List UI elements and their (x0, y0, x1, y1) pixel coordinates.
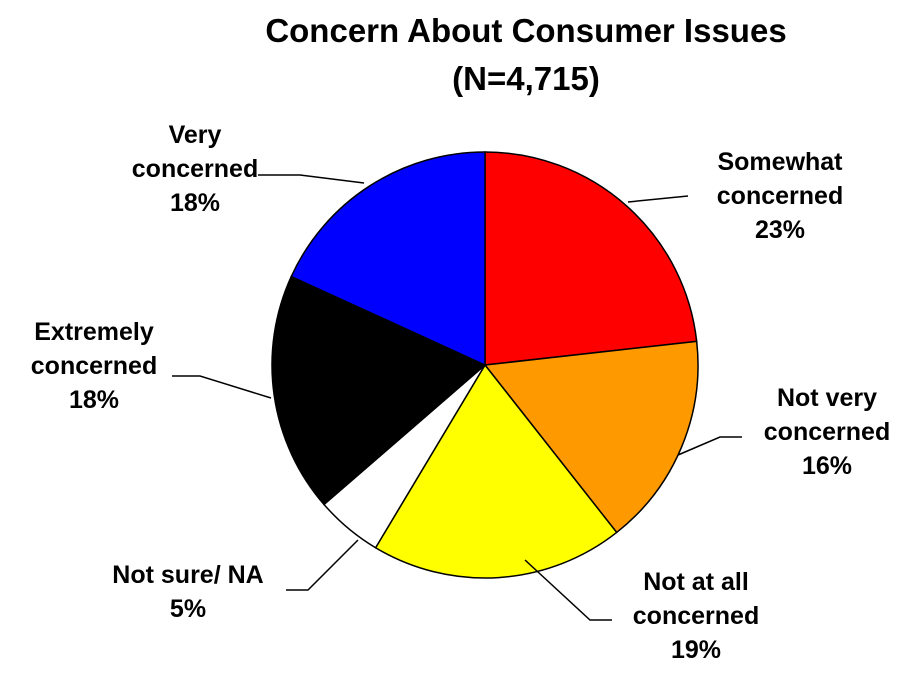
slice-label-not-sure: Not sure/ NA 5% (112, 561, 263, 623)
slice-name-line-extremely: Extremely (34, 318, 154, 346)
leader-line-not-sure (286, 539, 359, 591)
leader-lines (172, 174, 742, 621)
slice-value-not-very: 16% (802, 452, 852, 480)
slice-value-extremely: 18% (69, 386, 119, 414)
pie-slice-not-very (483, 340, 699, 534)
slice-label-very: Very concerned 18% (132, 121, 258, 217)
leader-line-very (258, 174, 365, 184)
leader-line-not-at-all (524, 559, 612, 621)
chart-title: Concern About Consumer Issues (265, 12, 786, 49)
slice-value-very: 18% (170, 189, 220, 217)
slice-value-not-sure: 5% (170, 595, 206, 623)
slice-label-not-very: Not very concerned 16% (764, 384, 890, 480)
leader-line-extremely (172, 375, 272, 399)
slice-name-line-not-at-all: Not at all (643, 568, 749, 596)
slice-name-line-not-very: concerned (764, 418, 890, 446)
slice-label-extremely: Extremely concerned 18% (31, 318, 157, 414)
leader-line-somewhat (627, 195, 689, 203)
slice-name-line-somewhat: Somewhat (717, 148, 843, 176)
slice-name-line-very: concerned (132, 155, 258, 183)
chart-subtitle: (N=4,715) (452, 60, 600, 97)
slice-name-line-not-sure: Not sure/ NA (112, 561, 263, 589)
pie-slice-extremely (271, 275, 487, 506)
leader-line-not-very (677, 436, 742, 456)
pie-slices (271, 151, 699, 579)
pie-slice-not-at-all (374, 363, 618, 579)
slice-name-line-not-very: Not very (777, 384, 877, 412)
pie-slice-somewhat (484, 151, 698, 366)
slice-name-line-not-at-all: concerned (633, 602, 759, 630)
slice-value-not-at-all: 19% (671, 636, 721, 664)
slice-name-line-very: Very (169, 121, 222, 149)
slice-labels: Somewhat concerned 23% Not very concerned 16%… (31, 121, 890, 664)
slice-name-line-extremely: concerned (31, 352, 157, 380)
slice-value-somewhat: 23% (755, 216, 805, 244)
slice-label-not-at-all: Not at all concerned 19% (633, 568, 759, 664)
pie-slice-very (290, 151, 486, 367)
slice-label-somewhat: Somewhat concerned 23% (717, 148, 843, 244)
slice-name-line-somewhat: concerned (717, 182, 843, 210)
